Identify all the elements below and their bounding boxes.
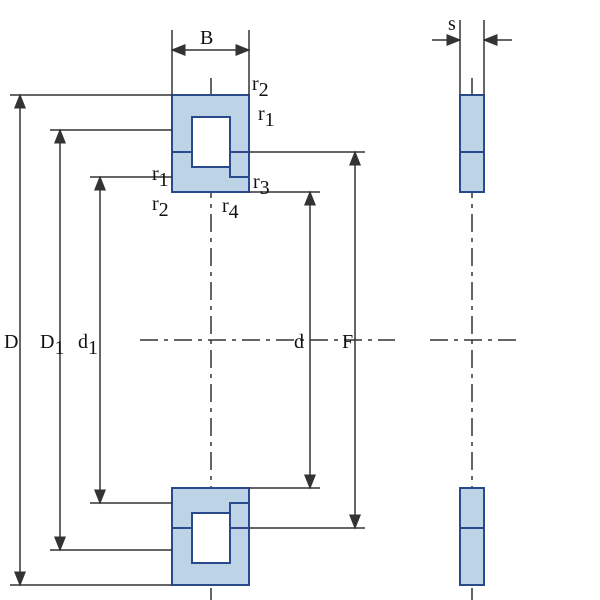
label-r1a-sub: 1 <box>265 109 275 131</box>
svg-text:D1: D1 <box>40 331 64 359</box>
label-D1: D <box>40 331 54 353</box>
roller-top <box>192 117 230 167</box>
right-outer-bot <box>460 528 484 585</box>
right-outer-top <box>460 95 484 152</box>
left-top-section <box>172 95 249 192</box>
right-inner-top <box>460 152 484 192</box>
label-r4-sub: 4 <box>229 201 239 223</box>
label-D1-sub: 1 <box>54 337 64 359</box>
label-B: B <box>200 27 213 49</box>
label-d: d <box>294 331 304 353</box>
label-d1-sub: 1 <box>88 337 98 359</box>
label-r2b-sub: 2 <box>159 199 169 221</box>
svg-text:r4: r4 <box>222 195 239 223</box>
svg-text:r1: r1 <box>152 163 169 191</box>
svg-text:r2: r2 <box>152 193 169 221</box>
inner-ring-flange-top <box>230 152 249 177</box>
label-r3-sub: 3 <box>260 177 270 199</box>
inner-ring-flange-bot <box>230 503 249 528</box>
label-r2a-sub: 2 <box>259 79 269 101</box>
label-d1: d <box>78 331 88 353</box>
roller-bot <box>192 513 230 563</box>
label-r1b-sub: 1 <box>159 169 169 191</box>
svg-text:r3: r3 <box>253 171 270 199</box>
label-D: D <box>4 331 18 353</box>
label-s: s <box>448 13 456 35</box>
left-bottom-section <box>172 488 249 585</box>
svg-text:d1: d1 <box>78 331 98 359</box>
right-inner-bot <box>460 488 484 528</box>
svg-text:r1: r1 <box>258 103 275 131</box>
label-F: F <box>342 331 353 353</box>
svg-text:r2: r2 <box>252 73 269 101</box>
bearing-drawing: B s D D1 d1 d F r2 r1 r1 r2 r3 r4 <box>0 0 600 600</box>
